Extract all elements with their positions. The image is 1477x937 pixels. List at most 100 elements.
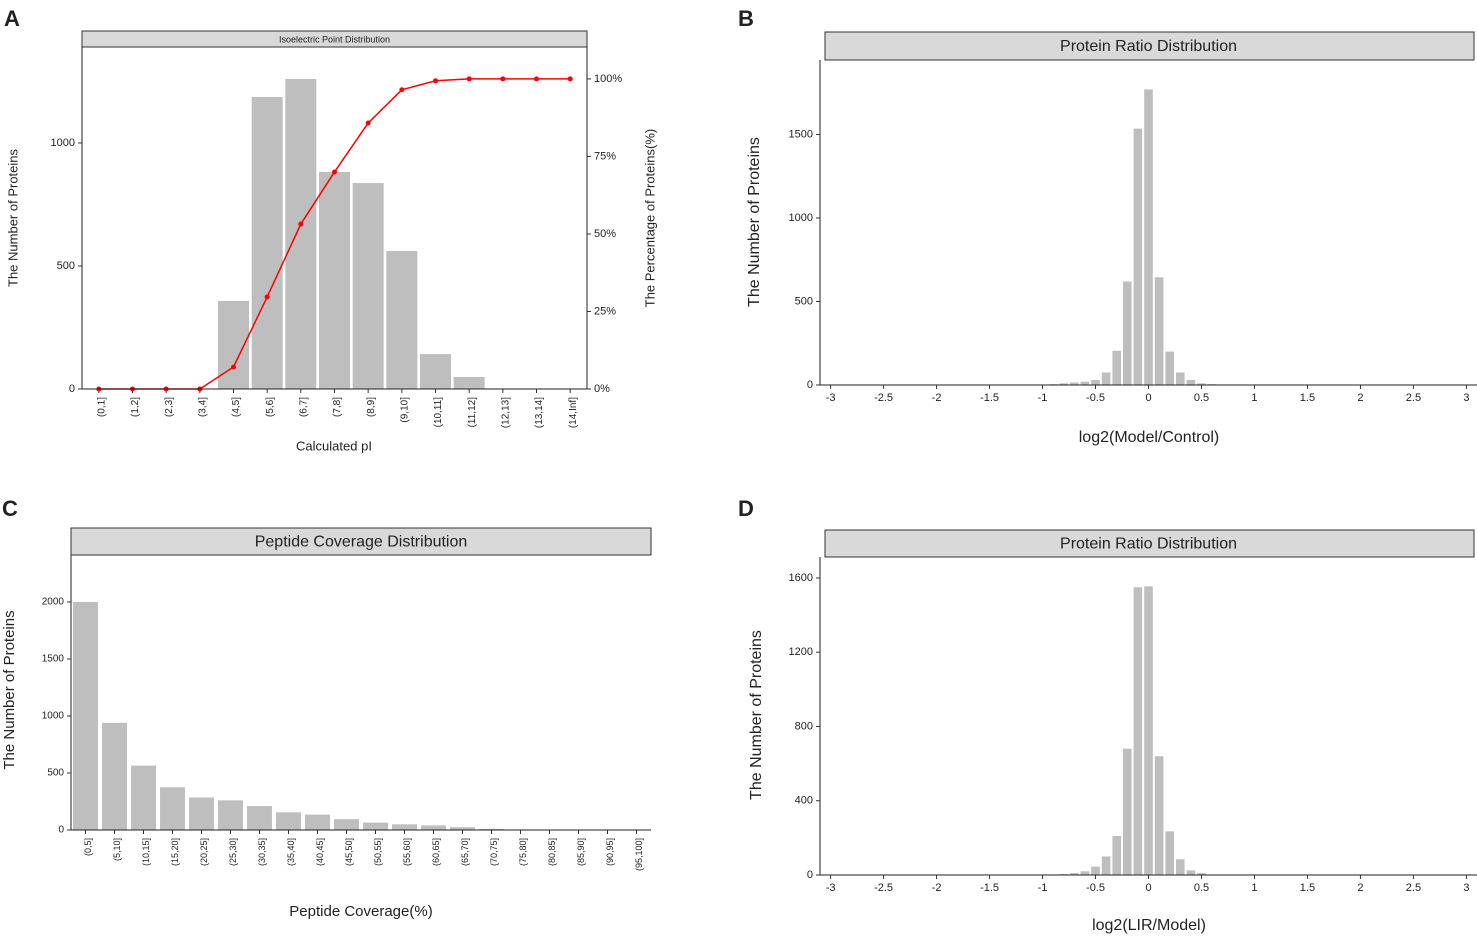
bar	[1091, 866, 1100, 875]
y-tick-label: 0	[807, 869, 813, 881]
x-tick-label: 2	[1357, 882, 1363, 894]
y-tick-label: 500	[47, 768, 64, 779]
x-tick-label: (25,30]	[228, 838, 238, 866]
y-tick-label: 1000	[789, 212, 813, 224]
bar	[73, 601, 98, 830]
line-point	[332, 169, 337, 175]
bar	[160, 787, 185, 830]
bar	[392, 824, 417, 830]
y-tick-label: 0	[807, 379, 813, 391]
bar	[319, 171, 350, 389]
bar	[1070, 382, 1079, 385]
x-tick-label: 0.5	[1194, 882, 1209, 894]
x-tick-label: (95,100]	[634, 838, 644, 871]
x-tick-label: 2.5	[1406, 392, 1421, 404]
bar	[1144, 89, 1153, 386]
line-point	[534, 76, 539, 82]
bar	[1101, 856, 1111, 875]
x-tick-label: (10,15]	[141, 838, 151, 866]
bar	[1123, 281, 1132, 385]
chart-title: Protein Ratio Distribution	[1060, 536, 1237, 553]
x-tick-label: (40,45]	[315, 838, 325, 866]
x-tick-label: -1	[1038, 392, 1048, 404]
bar	[1101, 372, 1111, 385]
y-tick-label: 2000	[42, 597, 65, 608]
x-tick-label: (75,80]	[518, 838, 528, 866]
line-point	[567, 76, 573, 82]
y-tick-label: 0	[58, 825, 64, 836]
x-tick-label: (8,9]	[366, 397, 377, 417]
x-tick-label: 3	[1463, 392, 1469, 404]
bar	[453, 376, 485, 389]
x-tick-label: 0.5	[1194, 392, 1209, 404]
x-tick-label: (11,12]	[467, 397, 478, 428]
bar	[102, 722, 127, 830]
y-axis-label: The Number of Proteins	[1, 610, 18, 769]
bar	[1175, 859, 1185, 875]
bar	[1059, 383, 1069, 385]
x-tick-label: 1.5	[1300, 882, 1315, 894]
y2-tick-label: 25%	[594, 305, 616, 317]
x-tick-label: (9,10]	[399, 397, 410, 423]
x-tick-label: (70,75]	[489, 838, 499, 866]
x-tick-label: (50,55]	[373, 838, 383, 866]
bar	[420, 354, 451, 389]
bar	[1165, 351, 1174, 385]
line-point	[264, 294, 270, 300]
x-tick-label: -3	[826, 882, 836, 894]
y2-tick-label: 100%	[594, 73, 622, 85]
title-strip	[824, 31, 1475, 61]
bar	[386, 250, 418, 389]
x-tick-label: (20,25]	[199, 838, 209, 866]
y-tick-label: 400	[795, 795, 813, 807]
line-point	[298, 221, 304, 227]
y-tick-label: 800	[795, 720, 813, 732]
bar	[1091, 379, 1100, 385]
x-tick-label: -1	[1038, 882, 1048, 894]
title-strip	[81, 30, 588, 48]
bar	[421, 825, 446, 830]
chart-title: Isoelectric Point Distribution	[279, 34, 390, 44]
bar	[1133, 128, 1143, 385]
line-point	[231, 364, 236, 370]
x-tick-label: -1.5	[980, 882, 999, 894]
x-tick-label: 1.5	[1300, 392, 1315, 404]
y-axis-label: The Number of Proteins	[748, 630, 765, 800]
x-tick-label: (85,90]	[576, 838, 586, 866]
y-tick-label: 500	[57, 260, 75, 272]
y2-axis-label: The Percentage of Proteins(%)	[642, 129, 657, 307]
x-tick-label: 1	[1251, 392, 1257, 404]
y-tick-label: 1000	[42, 711, 65, 722]
panel-label: A	[4, 6, 20, 31]
x-axis-label: Calculated pI	[296, 438, 372, 453]
x-tick-label: (5,6]	[265, 397, 276, 417]
y-tick-label: 1200	[789, 646, 813, 658]
panel-label: D	[738, 496, 754, 521]
bar	[305, 814, 330, 830]
bar	[285, 78, 317, 390]
bar	[450, 827, 475, 830]
y2-tick-label: 0%	[594, 383, 610, 395]
y2-tick-label: 75%	[594, 150, 616, 162]
x-tick-label: 2	[1357, 392, 1363, 404]
bar	[1197, 383, 1206, 385]
x-tick-label: (60,65]	[431, 838, 441, 866]
bar	[1144, 586, 1153, 875]
title-strip	[70, 527, 652, 556]
x-tick-label: 3	[1463, 882, 1469, 894]
x-tick-label: -2.5	[874, 392, 893, 404]
x-tick-label: -0.5	[1086, 392, 1105, 404]
x-tick-label: (12,13]	[500, 397, 511, 428]
chart-title: Protein Ratio Distribution	[1060, 38, 1237, 55]
line-point	[399, 87, 405, 93]
x-tick-label: (80,85]	[547, 838, 557, 866]
x-tick-label: -2.5	[874, 882, 893, 894]
y-tick-label: 1500	[42, 654, 65, 665]
panel-label: B	[738, 6, 754, 31]
x-tick-label: (14,Inf]	[568, 397, 579, 428]
x-tick-label: (13,14]	[534, 397, 545, 428]
x-tick-label: -0.5	[1086, 882, 1105, 894]
title-strip	[824, 529, 1475, 558]
x-tick-label: (5,10]	[112, 838, 122, 861]
